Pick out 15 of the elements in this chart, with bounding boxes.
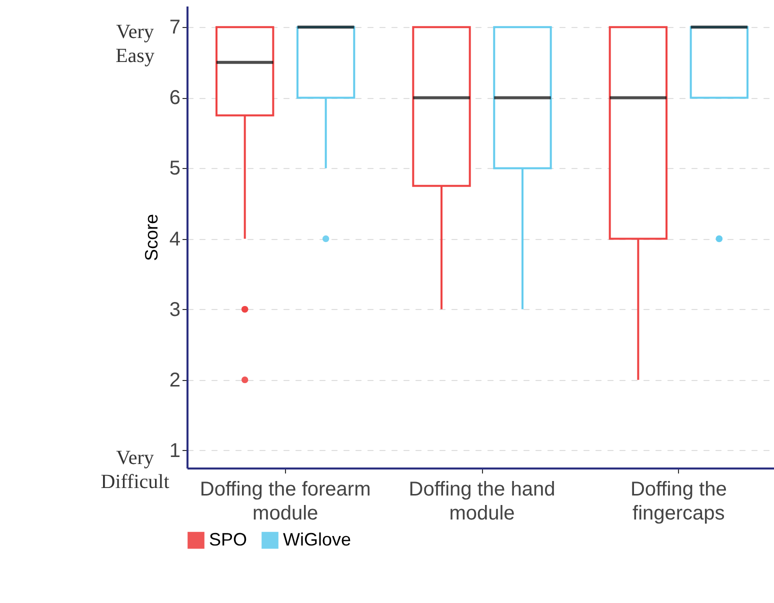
y-tick-label: 7 <box>169 16 180 39</box>
x-tick-label: Doffing the forearm module <box>200 478 371 524</box>
y-tick-label: 2 <box>169 369 180 392</box>
text: Very Difficult <box>100 447 170 493</box>
y-tick-label: 1 <box>169 440 180 462</box>
legend-label: WiGlove <box>283 529 352 550</box>
x-tick-label: Doffing the hand module <box>408 478 556 524</box>
y-tick-label: 4 <box>169 228 180 250</box>
y-tick-label: 5 <box>169 158 180 180</box>
y-tick-label: 3 <box>169 298 180 321</box>
y-tick-label: 6 <box>169 87 180 110</box>
text: Very Easy <box>116 21 154 67</box>
y-axis-title: Score <box>141 214 162 262</box>
x-tick-label: Doffing the fingercaps <box>630 478 727 524</box>
legend-label: SPO <box>209 529 248 550</box>
